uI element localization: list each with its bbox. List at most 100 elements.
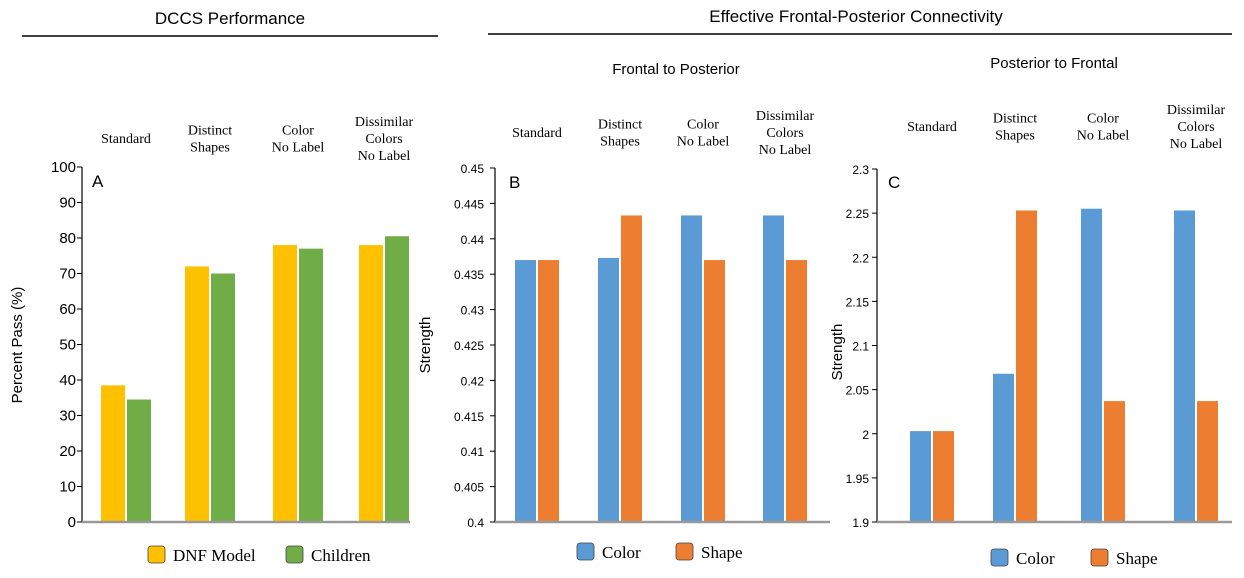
- bar-A-dnf-model-2: [273, 245, 297, 522]
- y-tick-label-B-3: 0.415: [454, 410, 484, 424]
- bar-C-color-3: [1174, 210, 1195, 523]
- bar-C-color-0: [910, 431, 931, 522]
- bar-A-children-1: [211, 273, 235, 522]
- legend-label-B-0: Color: [602, 543, 641, 562]
- category-label-A-3-0: Dissimilar: [355, 115, 414, 130]
- legend-label-C-1: Shape: [1116, 549, 1158, 568]
- bar-C-shape-3: [1197, 401, 1218, 522]
- y-tick-label-C-3: 2.05: [846, 384, 870, 398]
- y-tick-label-B-0: 0.4: [467, 516, 484, 530]
- y-tick-label-B-5: 0.425: [454, 339, 484, 353]
- y-tick-label-A-0: 0: [68, 514, 76, 531]
- y-tick-label-A-2: 20: [59, 443, 76, 460]
- category-label-B-3-1: Colors: [766, 126, 803, 141]
- bar-B-color-0: [515, 260, 536, 522]
- legend-swatch-A-0: [147, 545, 166, 564]
- category-label-A-3-2: No Label: [358, 149, 411, 164]
- category-label-C-3-1: Colors: [1177, 120, 1214, 135]
- bar-B-color-3: [763, 215, 784, 522]
- category-label-C-0-0: Standard: [907, 120, 957, 135]
- y-axis-label-A: Percent Pass (%): [9, 287, 26, 404]
- legend-swatch-C-0: [990, 548, 1009, 567]
- y-tick-label-C-4: 2.1: [852, 340, 869, 354]
- subtitle-frontal-to-posterior: Frontal to Posterior: [612, 61, 740, 78]
- category-label-A-0-0: Standard: [101, 132, 151, 147]
- category-label-C-1-0: Distinct: [993, 112, 1037, 127]
- category-label-B-2-1: No Label: [677, 135, 730, 150]
- subtitle-posterior-to-frontal: Posterior to Frontal: [990, 55, 1118, 72]
- category-label-A-1-1: Shapes: [190, 141, 230, 156]
- bar-A-dnf-model-1: [185, 266, 209, 522]
- y-tick-label-C-0: 1.9: [852, 516, 869, 530]
- panel-label-B: B: [509, 173, 520, 192]
- bar-A-children-3: [385, 236, 409, 522]
- category-label-B-2-0: Color: [687, 118, 719, 133]
- category-label-C-2-0: Color: [1087, 112, 1119, 127]
- y-tick-label-C-8: 2.3: [852, 163, 869, 177]
- y-tick-label-A-4: 40: [59, 372, 76, 389]
- category-label-B-0-0: Standard: [512, 126, 562, 141]
- y-tick-label-A-10: 100: [51, 159, 76, 176]
- y-axis-label-B: Strength: [417, 317, 434, 374]
- category-label-B-3-2: No Label: [759, 143, 812, 158]
- category-label-A-2-1: No Label: [272, 141, 325, 156]
- legend-swatch-B-1: [675, 542, 694, 561]
- category-label-B-3-0: Dissimilar: [756, 109, 815, 124]
- bar-C-shape-0: [933, 431, 954, 522]
- bar-B-color-2: [681, 215, 702, 522]
- bar-C-color-1: [993, 373, 1014, 522]
- y-tick-label-B-8: 0.44: [461, 233, 485, 247]
- y-tick-label-C-6: 2.2: [852, 251, 869, 265]
- bar-B-color-1: [598, 257, 619, 522]
- y-tick-label-A-1: 10: [59, 479, 76, 496]
- legend-swatch-C-1: [1090, 548, 1109, 567]
- y-tick-label-C-7: 2.25: [846, 207, 870, 221]
- y-tick-label-B-1: 0.405: [454, 481, 484, 495]
- charts-group: Standard Distinct Shapes Color No Label Dissi…: [9, 103, 1232, 568]
- panel-label-C: C: [888, 173, 900, 192]
- y-tick-label-A-9: 90: [59, 195, 76, 212]
- y-tick-label-A-6: 60: [59, 301, 76, 318]
- y-tick-label-C-5: 2.15: [846, 295, 870, 309]
- category-label-C-3-0: Dissimilar: [1167, 103, 1226, 118]
- y-tick-label-A-7: 70: [59, 266, 76, 283]
- y-tick-label-A-8: 80: [59, 230, 76, 247]
- header-dccs-performance: DCCS Performance: [155, 9, 305, 28]
- y-axis-label-C: Strength: [829, 324, 846, 381]
- bar-A-dnf-model-0: [101, 385, 125, 522]
- y-tick-label-A-5: 50: [59, 337, 76, 354]
- legend-label-C-0: Color: [1016, 549, 1055, 568]
- bar-A-children-0: [127, 399, 151, 522]
- category-label-A-2-0: Color: [282, 124, 314, 139]
- category-label-A-3-1: Colors: [365, 132, 402, 147]
- panel-label-A: A: [92, 172, 104, 191]
- y-tick-label-B-10: 0.45: [461, 162, 485, 176]
- bar-A-dnf-model-3: [359, 245, 383, 522]
- y-tick-label-A-3: 30: [59, 408, 76, 425]
- y-tick-label-B-6: 0.43: [461, 304, 485, 318]
- y-tick-label-B-7: 0.435: [454, 268, 484, 282]
- y-tick-label-B-9: 0.445: [454, 197, 484, 211]
- legend-label-A-0: DNF Model: [173, 546, 256, 565]
- category-label-C-2-1: No Label: [1077, 129, 1130, 144]
- category-label-C-1-1: Shapes: [995, 129, 1035, 144]
- legend-label-B-1: Shape: [701, 543, 743, 562]
- y-tick-label-B-4: 0.42: [461, 374, 485, 388]
- category-label-B-1-0: Distinct: [598, 118, 642, 133]
- category-label-A-1-0: Distinct: [188, 124, 232, 139]
- y-tick-label-C-1: 1.95: [846, 472, 870, 486]
- category-label-C-3-2: No Label: [1170, 137, 1223, 152]
- legend-swatch-A-1: [285, 545, 304, 564]
- bar-B-shape-0: [538, 260, 559, 522]
- legend-label-A-1: Children: [311, 546, 371, 565]
- bar-C-shape-1: [1016, 210, 1037, 523]
- bar-A-children-2: [299, 248, 323, 522]
- bar-B-shape-1: [621, 215, 642, 522]
- legend-swatch-B-0: [576, 542, 595, 561]
- bar-C-shape-2: [1104, 401, 1125, 522]
- bar-C-color-2: [1081, 208, 1102, 522]
- bar-B-shape-2: [704, 260, 725, 522]
- y-tick-label-B-2: 0.41: [461, 445, 485, 459]
- bar-B-shape-3: [786, 260, 807, 522]
